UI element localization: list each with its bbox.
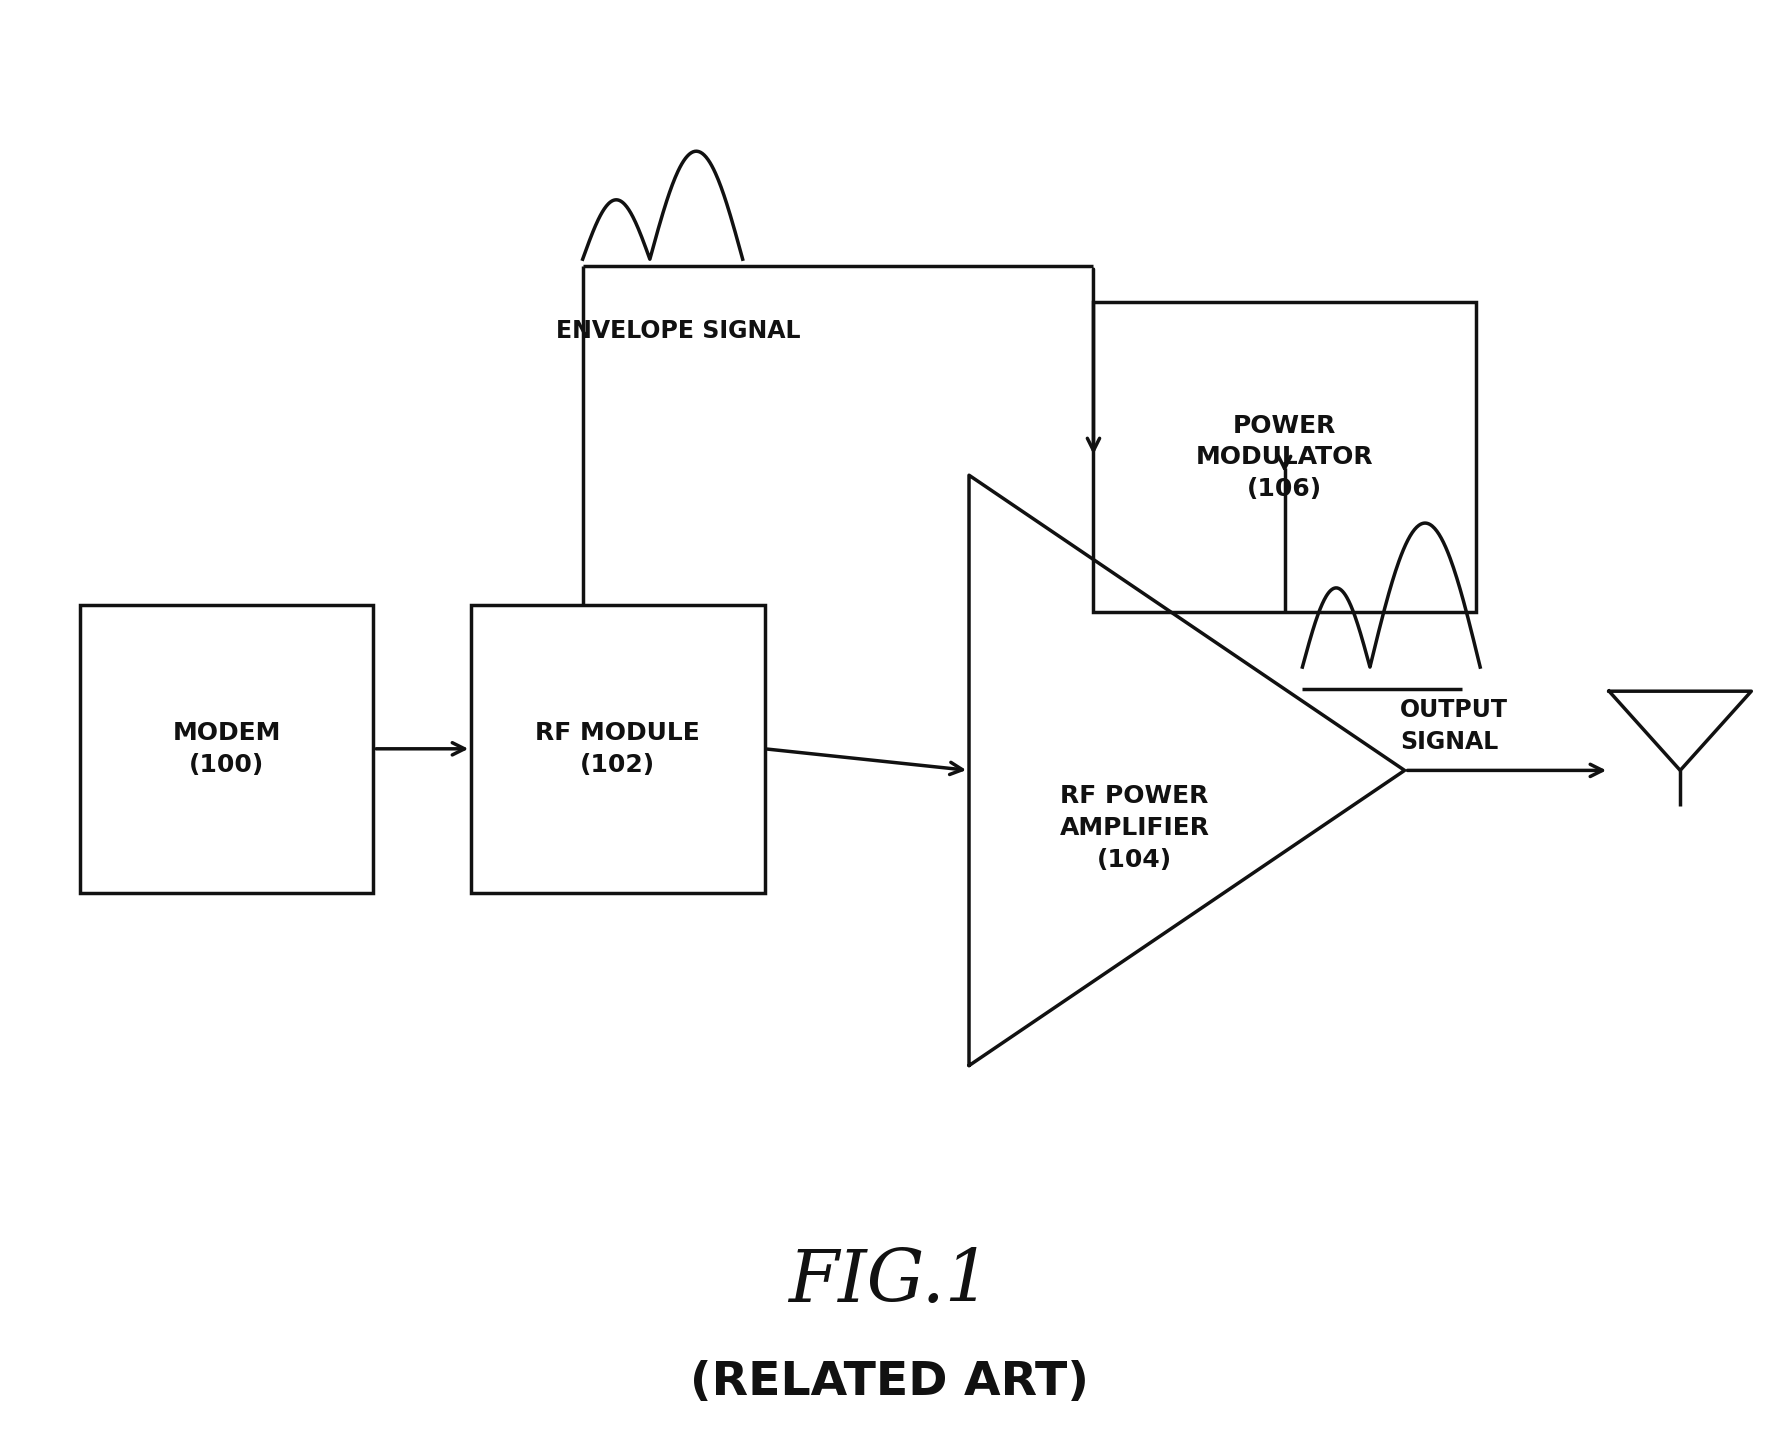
Text: FIG.1: FIG.1 bbox=[788, 1247, 990, 1316]
Bar bbox=[471, 605, 765, 893]
Bar bbox=[1093, 302, 1476, 612]
Text: ENVELOPE SIGNAL: ENVELOPE SIGNAL bbox=[557, 320, 800, 343]
Text: MODEM
(100): MODEM (100) bbox=[172, 721, 281, 776]
Text: POWER
MODULATOR
(106): POWER MODULATOR (106) bbox=[1197, 413, 1373, 501]
Text: (RELATED ART): (RELATED ART) bbox=[690, 1359, 1088, 1405]
Text: RF POWER
AMPLIFIER
(104): RF POWER AMPLIFIER (104) bbox=[1060, 785, 1209, 871]
Bar bbox=[80, 605, 373, 893]
Text: OUTPUT
SIGNAL: OUTPUT SIGNAL bbox=[1401, 698, 1508, 755]
Text: RF MODULE
(102): RF MODULE (102) bbox=[535, 721, 701, 776]
